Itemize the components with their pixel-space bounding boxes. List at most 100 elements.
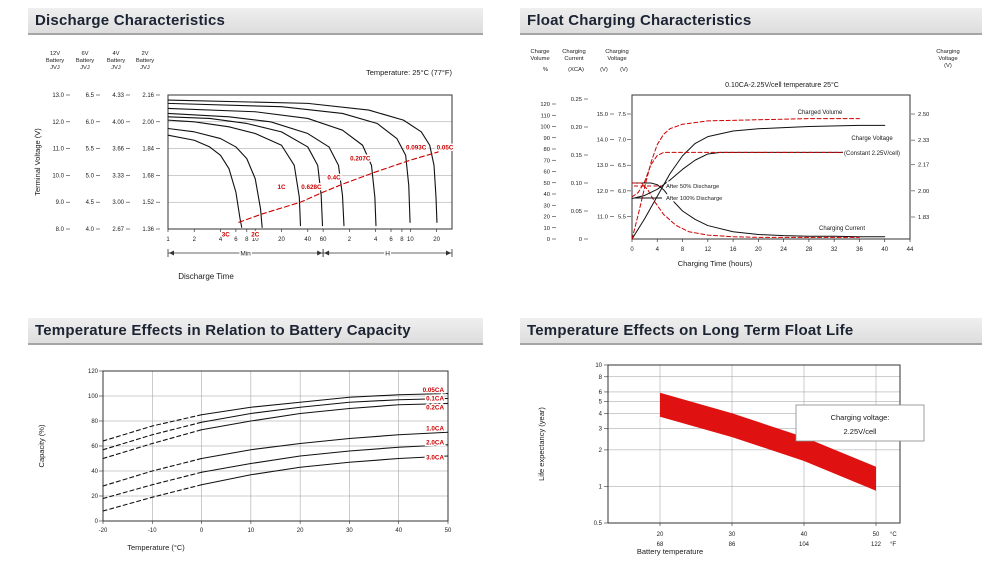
svg-text:68: 68 [657, 542, 664, 548]
svg-text:2.25V/cell: 2.25V/cell [844, 427, 877, 436]
charging-voltage-annotation: Charging voltage: 2.25V/cell [795, 404, 925, 442]
svg-text:0.20: 0.20 [571, 125, 582, 131]
y-axis-title: Life expectancy (year) [537, 407, 546, 481]
svg-text:3.0CA: 3.0CA [426, 454, 444, 461]
svg-text:1C: 1C [277, 184, 286, 191]
svg-text:0.10CA-2.25V/cell temperature: 0.10CA-2.25V/cell temperature 25°C [725, 81, 839, 89]
svg-text:1: 1 [166, 237, 170, 243]
y-axis: 0 20 40 60 80 100 120 [88, 369, 103, 525]
svg-text:5: 5 [599, 400, 603, 406]
svg-text:4: 4 [656, 247, 660, 253]
y-axis-title: Capacity (%) [37, 424, 46, 467]
svg-text:0.093C: 0.093C [406, 144, 427, 151]
svg-text:(V): (V) [620, 67, 628, 73]
svg-text:6.5: 6.5 [618, 163, 626, 169]
svg-text:1: 1 [599, 484, 603, 490]
svg-text:60: 60 [320, 237, 327, 243]
svg-text:6: 6 [234, 237, 238, 243]
svg-text:6: 6 [599, 390, 603, 396]
svg-text:Battery: Battery [46, 58, 64, 64]
svg-text:14.0: 14.0 [597, 138, 608, 144]
svg-text:2: 2 [599, 448, 603, 454]
svg-text:0.15: 0.15 [571, 153, 582, 159]
svg-text:30: 30 [729, 532, 736, 538]
svg-text:20: 20 [278, 237, 285, 243]
svg-text:12.0: 12.0 [52, 120, 64, 126]
svg-text:8.0: 8.0 [56, 227, 65, 233]
legend: After 50% Discharge After 100% Discharge [634, 183, 724, 204]
svg-text:0.25: 0.25 [571, 97, 582, 103]
svg-text:6.0: 6.0 [618, 189, 626, 195]
svg-text:40: 40 [91, 469, 98, 475]
svg-text:4: 4 [374, 237, 378, 243]
svg-text:12.0: 12.0 [597, 189, 608, 195]
svg-text:2.50: 2.50 [918, 112, 929, 118]
svg-text:0.207C: 0.207C [350, 155, 371, 162]
svg-text:10: 10 [248, 528, 255, 534]
svg-text:1.68: 1.68 [142, 173, 154, 179]
panel-title-float-charging: Float Charging Characteristics [520, 8, 982, 35]
svg-text:°C: °C [890, 532, 897, 538]
svg-text:4.33: 4.33 [112, 93, 124, 99]
svg-text:Life expectancy (year): Life expectancy (year) [537, 407, 546, 481]
svg-text:2.00: 2.00 [142, 120, 154, 126]
svg-text:Battery: Battery [136, 58, 154, 64]
svg-text:6.0: 6.0 [86, 120, 95, 126]
svg-text:5.5: 5.5 [86, 147, 95, 153]
svg-text:50: 50 [544, 181, 550, 187]
svg-text:12: 12 [704, 247, 711, 253]
svg-text:1.36: 1.36 [142, 227, 154, 233]
svg-text:2: 2 [193, 237, 197, 243]
svg-text:44: 44 [907, 247, 914, 253]
svg-text:30: 30 [346, 528, 353, 534]
svg-text:100: 100 [88, 394, 99, 400]
svg-text:40: 40 [544, 192, 550, 198]
svg-text:0.5: 0.5 [594, 521, 603, 527]
svg-text:120: 120 [88, 369, 99, 375]
voltage-axis-columns: 12VBatteryJVJ13.012.011.010.09.08.06VBat… [46, 51, 160, 233]
svg-text:90: 90 [544, 136, 550, 142]
discharge-curves [167, 99, 438, 228]
svg-text:0.2CA: 0.2CA [426, 404, 444, 411]
svg-text:12V: 12V [50, 51, 60, 57]
svg-text:28: 28 [806, 247, 813, 253]
svg-text:0.05CA: 0.05CA [423, 387, 445, 394]
svg-text:20: 20 [755, 247, 762, 253]
float-charging-chart: 0102030405060708090100110120ChargeVolume… [530, 49, 960, 268]
svg-text:13.0: 13.0 [597, 163, 608, 169]
svg-text:4.0: 4.0 [86, 227, 95, 233]
time-axis: 1 2 4 6 8 10 20 40 60 2 4 6 8 10 20 [166, 229, 441, 243]
svg-text:0.1CA: 0.1CA [426, 396, 444, 403]
svg-text:0.628C: 0.628C [301, 184, 322, 191]
svg-text:60: 60 [544, 170, 550, 176]
svg-text:104: 104 [799, 542, 810, 548]
svg-text:3.33: 3.33 [112, 173, 124, 179]
panel-title-temperature-float-life: Temperature Effects on Long Term Float L… [520, 318, 982, 345]
svg-text:Voltage: Voltage [607, 56, 626, 62]
svg-text:4: 4 [219, 237, 223, 243]
svg-text:0.05C: 0.05C [437, 144, 454, 151]
rate-labels: 3C 2C 1C 0.628C 0.4C 0.207C 0.093C 0.05C [220, 143, 455, 240]
svg-text:H: H [385, 251, 390, 258]
svg-text:1.83: 1.83 [918, 215, 929, 221]
svg-text:10: 10 [595, 363, 602, 369]
svg-text:100: 100 [540, 125, 550, 131]
svg-text:20: 20 [657, 532, 664, 538]
svg-text:Battery: Battery [107, 58, 125, 64]
svg-text:30: 30 [544, 203, 550, 209]
temperature-note: Temperature: 25°C (77°F) [366, 68, 453, 77]
svg-text:(Constant 2.25V/cell): (Constant 2.25V/cell) [844, 151, 900, 157]
svg-text:Terminal Voltage (V): Terminal Voltage (V) [33, 128, 42, 196]
svg-text:3: 3 [599, 426, 603, 432]
svg-text:80: 80 [544, 147, 550, 153]
svg-text:2.17: 2.17 [918, 163, 929, 169]
svg-text:Charging Time (hours): Charging Time (hours) [678, 259, 753, 268]
svg-text:5.0: 5.0 [86, 173, 95, 179]
svg-text:2.0CA: 2.0CA [426, 439, 444, 446]
svg-text:Charging: Charging [936, 49, 960, 55]
svg-text:After 50% Discharge: After 50% Discharge [666, 184, 719, 190]
svg-text:10: 10 [252, 237, 259, 243]
svg-text:-10: -10 [148, 528, 157, 534]
svg-text:40: 40 [801, 532, 808, 538]
